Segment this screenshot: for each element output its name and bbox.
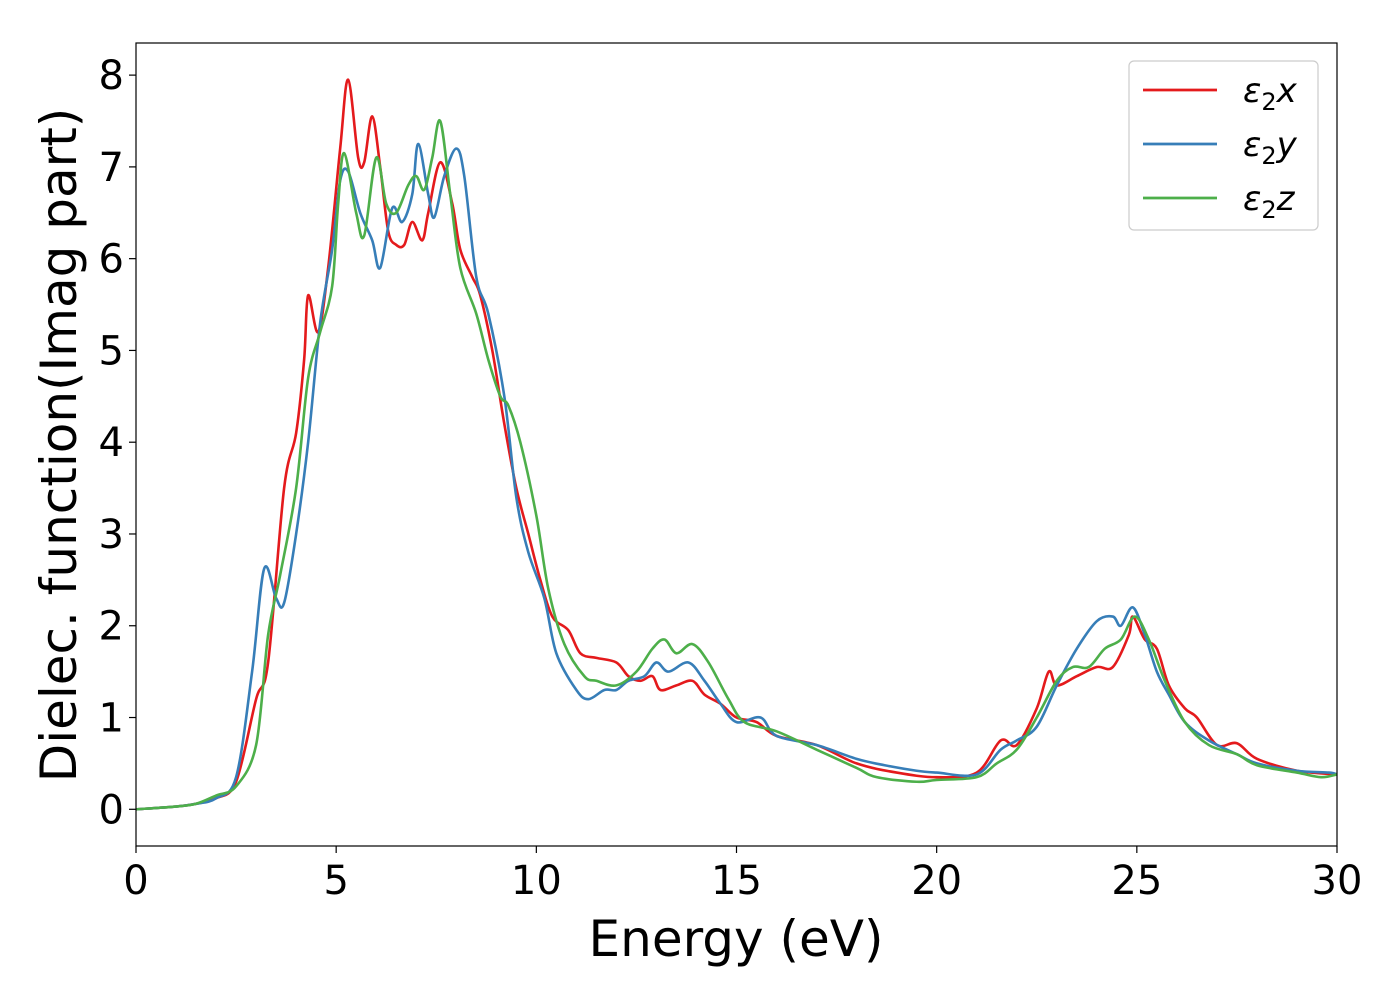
y-tick-label: 5 (99, 328, 124, 374)
x-tick-label: 10 (511, 858, 562, 904)
legend-label-y: ε2y (1243, 125, 1298, 170)
y-tick-label: 6 (99, 237, 124, 283)
legend-box (1128, 60, 1319, 231)
series-line-y (135, 142, 1338, 811)
legend-label-z: ε2z (1243, 179, 1296, 224)
y-tick-label: 2 (99, 604, 124, 650)
legend: ε2x ε2y ε2z (1128, 60, 1319, 231)
y-tick-label: 7 (99, 145, 124, 191)
y-tick-label: 8 (99, 53, 124, 99)
series-line-z (135, 119, 1338, 811)
series-lines (135, 78, 1338, 811)
x-axis-label: Energy (eV) (589, 910, 884, 968)
x-tick-label: 25 (1111, 858, 1162, 904)
x-tick-label: 0 (123, 858, 148, 904)
y-axis-label: Dielec. function(Imag part) (30, 108, 88, 783)
x-tick-label: 5 (323, 858, 348, 904)
y-axis-ticks: 0 1 2 3 4 5 6 7 8 (99, 53, 136, 833)
y-tick-label: 0 (99, 787, 124, 833)
y-tick-label: 1 (99, 696, 124, 742)
x-tick-label: 15 (711, 858, 762, 904)
x-axis-ticks: 0 5 10 15 20 25 30 (123, 846, 1362, 904)
x-tick-label: 20 (911, 858, 962, 904)
legend-label-x: ε2x (1243, 71, 1298, 116)
y-tick-label: 3 (99, 512, 124, 558)
y-tick-label: 4 (99, 420, 124, 466)
x-tick-label: 30 (1312, 858, 1363, 904)
